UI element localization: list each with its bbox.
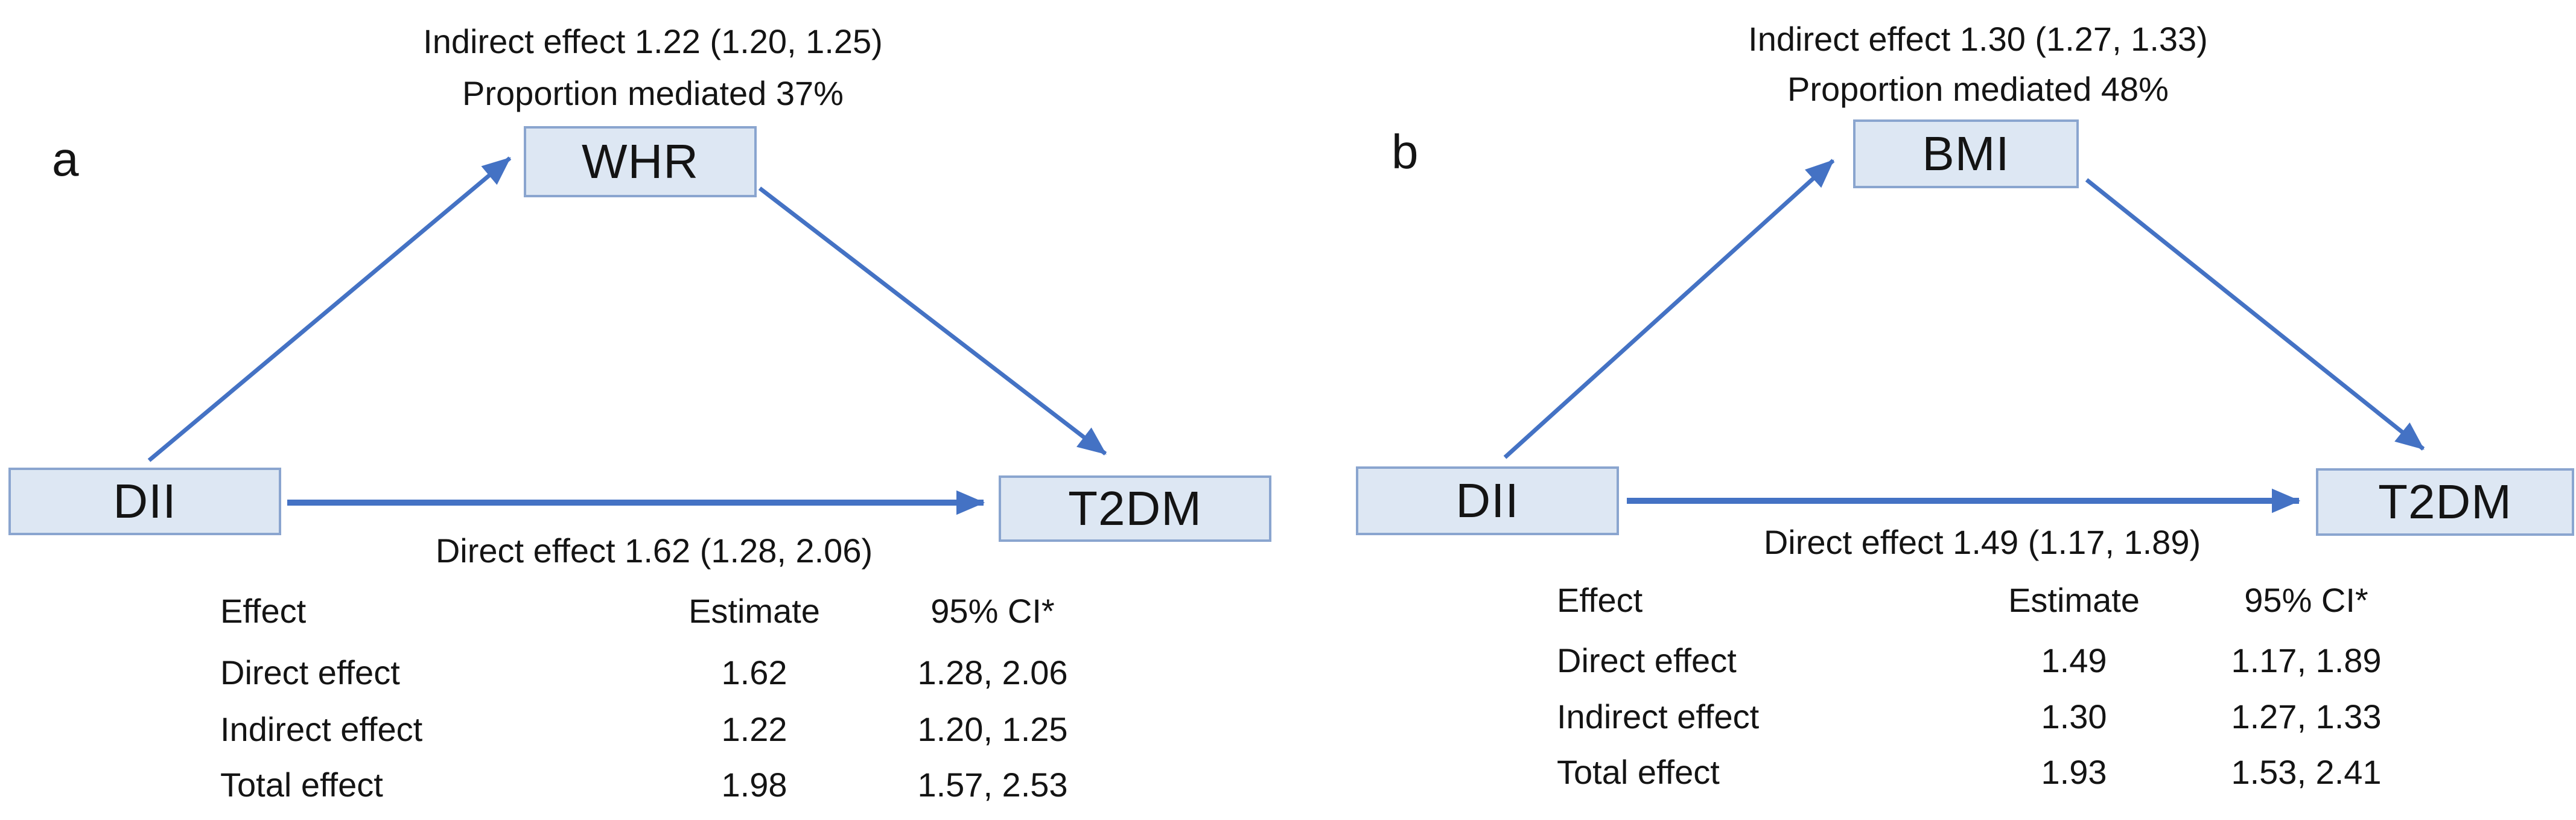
table-row: Total effect 1.98 1.57, 2.53 <box>220 765 1246 807</box>
panel-a-direct-ci: 1.28, 2.06 <box>917 653 1068 691</box>
panel-b-direct-ci: 1.17, 1.89 <box>2231 641 2382 679</box>
panel-a-header-effect: Effect <box>220 592 307 630</box>
panel-b-total-label: Total effect <box>1557 753 1720 791</box>
panel-b-direct-estimate: 1.49 <box>2041 641 2107 679</box>
panel-b-outcome-box-t2dm: T2DM <box>2316 468 2574 536</box>
panel-b-table-header: Effect Estimate 95% CI* <box>1557 580 2552 623</box>
panel-a-header-estimate: Estimate <box>689 592 820 630</box>
table-row: Indirect effect 1.30 1.27, 1.33 <box>1557 697 2552 739</box>
arrow-b-dii-to-bmi <box>1503 159 1835 459</box>
panel-b-indirect-effect-text: Indirect effect 1.30 (1.27, 1.33) <box>1748 20 2208 58</box>
table-row: Direct effect 1.49 1.17, 1.89 <box>1557 641 2552 683</box>
panel-a-outcome-box-t2dm: T2DM <box>999 475 1271 542</box>
panel-a-indirect-label: Indirect effect <box>220 710 423 748</box>
panel-a-indirect-ci: 1.20, 1.25 <box>917 710 1068 748</box>
panel-b-direct-effect-text: Direct effect 1.49 (1.17, 1.89) <box>1763 523 2201 561</box>
panel-b-exposure-box-dii: DII <box>1356 466 1619 535</box>
arrow-b-bmi-to-t2dm <box>2085 178 2425 451</box>
panel-a-indirect-estimate: 1.22 <box>721 710 787 748</box>
panel-b-header-estimate: Estimate <box>2008 581 2140 619</box>
panel-a-total-label: Total effect <box>220 766 383 804</box>
panel-b-header-ci: 95% CI* <box>2244 581 2368 619</box>
panel-a-total-estimate: 1.98 <box>721 766 787 804</box>
panel-b-direct-label: Direct effect <box>1557 641 1737 679</box>
panel-a-letter: a <box>52 132 79 186</box>
arrow-a-dii-to-whr <box>147 156 512 462</box>
panel-a-total-ci: 1.57, 2.53 <box>917 766 1068 804</box>
panel-a-direct-effect-text: Direct effect 1.62 (1.28, 2.06) <box>435 532 873 570</box>
arrow-a-whr-to-t2dm <box>758 186 1107 456</box>
panel-b-total-estimate: 1.93 <box>2041 753 2107 791</box>
table-row: Total effect 1.93 1.53, 2.41 <box>1557 752 2552 795</box>
panel-a-proportion-mediated-text: Proportion mediated 37% <box>462 74 844 112</box>
panel-b-letter: b <box>1391 125 1419 179</box>
panel-a-table-header: Effect Estimate 95% CI* <box>220 591 1246 634</box>
panel-b-indirect-ci: 1.27, 1.33 <box>2231 698 2382 736</box>
panel-b-indirect-label: Indirect effect <box>1557 698 1760 736</box>
panel-a-indirect-effect-text: Indirect effect 1.22 (1.20, 1.25) <box>423 22 883 60</box>
panel-a-direct-label: Direct effect <box>220 653 400 691</box>
panel-a-mediator-box-whr: WHR <box>524 126 757 197</box>
table-row: Direct effect 1.62 1.28, 2.06 <box>220 653 1246 695</box>
panel-b-mediator-box-bmi: BMI <box>1853 119 2079 188</box>
panel-b-indirect-estimate: 1.30 <box>2041 698 2107 736</box>
panel-a-header-ci: 95% CI* <box>930 592 1055 630</box>
panel-a-exposure-box-dii: DII <box>8 468 281 535</box>
panel-a-direct-estimate: 1.62 <box>721 653 787 691</box>
panel-b-total-ci: 1.53, 2.41 <box>2231 753 2382 791</box>
table-row: Indirect effect 1.22 1.20, 1.25 <box>220 710 1246 752</box>
panel-b-proportion-mediated-text: Proportion mediated 48% <box>1787 70 2169 108</box>
panel-b-header-effect: Effect <box>1557 581 1643 619</box>
